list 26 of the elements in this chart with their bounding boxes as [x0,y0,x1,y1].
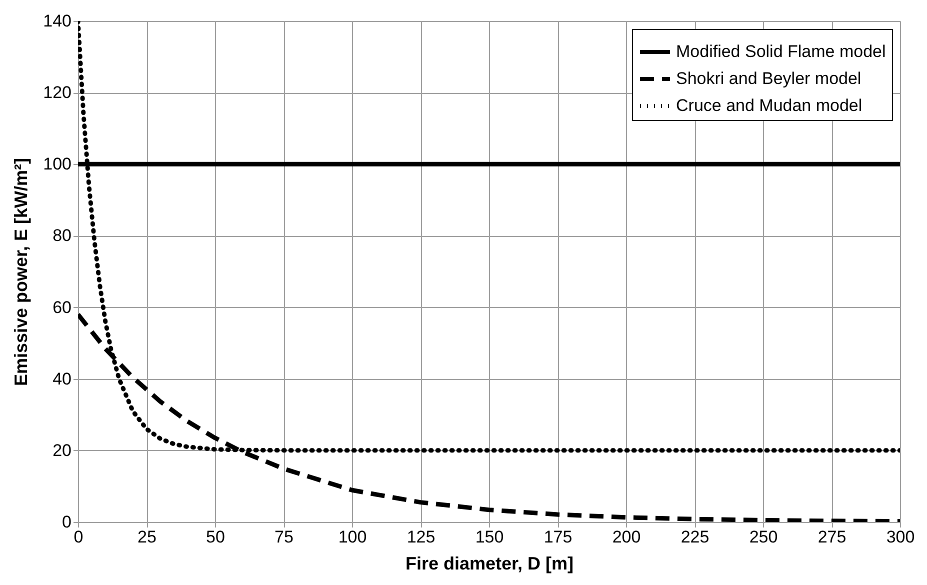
y-tick-label: 120 [43,83,72,102]
x-axis-title: Fire diameter, D [m] [405,554,574,574]
y-axis-title: Emissive power, E [kW/m²] [11,158,32,386]
y-tick-label: 40 [52,369,72,388]
x-tick-label: 0 [74,528,84,546]
x-tick-label: 300 [886,528,915,546]
y-tick-label: 20 [52,440,72,460]
x-tick-label: 25 [138,528,156,546]
x-tick-label: 125 [406,528,436,546]
x-tick-label: 250 [749,528,778,546]
x-tick-label: 75 [274,528,294,546]
x-tick-label: 200 [612,528,641,546]
y-tick-label: 0 [62,512,72,532]
x-tick-label: 150 [475,528,504,546]
x-tick-label: 275 [818,528,846,546]
x-tick-label: 50 [206,528,225,546]
x-tick-label: 100 [338,528,367,546]
y-tick-label: 140 [43,12,72,30]
legend-label: Cruce and Mudan model [676,96,862,115]
y-tick-label: 80 [52,226,72,246]
y-tick-label: 60 [52,298,72,317]
legend-label: Modified Solid Flame model [676,42,886,61]
y-tick-label: 100 [43,154,72,174]
x-tick-label: 225 [680,528,710,546]
x-tick-label: 175 [544,528,572,546]
legend-label: Shokri and Beyler model [676,69,862,88]
